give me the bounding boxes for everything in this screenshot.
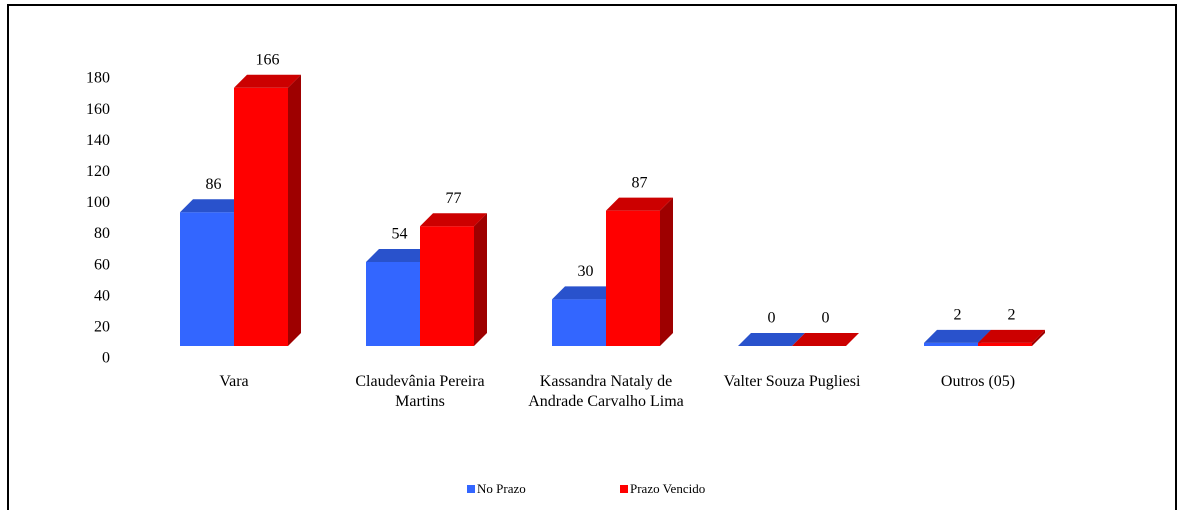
legend-swatch [620,485,628,493]
value-label: 86 [206,176,222,193]
bar-top [234,74,301,88]
y-tick-label: 80 [94,225,110,242]
bar-front [180,212,234,346]
bar-front [924,342,978,346]
bar-side [474,213,487,346]
bar-front [234,87,288,347]
x-tick-label: Outros (05) [940,373,1016,390]
bar [738,333,805,346]
y-tick-label: 20 [94,319,110,336]
x-tick-label: Claudevânia Pereira Martins [355,373,485,410]
bar-front [978,342,1032,346]
y-tick-label: 120 [86,163,110,180]
x-tick-label: Valter Souza Pugliesi [723,373,861,390]
bar [606,197,673,346]
value-label: 0 [768,310,776,327]
value-label: 30 [578,263,594,280]
bar-top [366,249,433,262]
legend-label: No Prazo [477,481,526,496]
bar-top [552,286,619,300]
bar-top [180,199,247,213]
y-tick-label: 0 [102,350,110,367]
bar-front [552,299,606,346]
bar-front [366,262,420,346]
value-label: 0 [822,310,830,327]
bar-top [420,213,487,227]
value-label: 54 [392,226,408,243]
bar-top [606,197,673,211]
value-label: 2 [1008,307,1016,324]
value-label: 87 [632,174,648,191]
y-tick-label: 140 [86,132,110,149]
y-tick-label: 40 [94,287,110,304]
x-tick-label: Vara [219,373,249,390]
value-label: 2 [954,307,962,324]
bar-top [738,333,805,346]
bar [234,74,301,347]
bar-front [420,226,474,346]
bar [978,329,1045,346]
bar [792,333,859,346]
bar-top [978,329,1045,343]
bar-top [924,329,991,343]
legend-label: Prazo Vencido [630,481,705,496]
bar-front [606,210,660,346]
bar-top [792,333,859,346]
x-tick-label: Kassandra Nataly de Andrade Carvalho Lim… [528,373,684,410]
bar-side [1032,329,1045,346]
y-tick-label: 100 [86,194,110,211]
value-label: 77 [446,190,462,207]
y-tick-label: 160 [86,101,110,118]
y-tick-label: 60 [94,256,110,273]
legend-swatch [467,485,475,493]
y-tick-label: 180 [86,70,110,87]
bar-side [660,197,673,346]
value-label: 166 [256,51,280,68]
bar [420,213,487,346]
bar-side [288,74,301,347]
